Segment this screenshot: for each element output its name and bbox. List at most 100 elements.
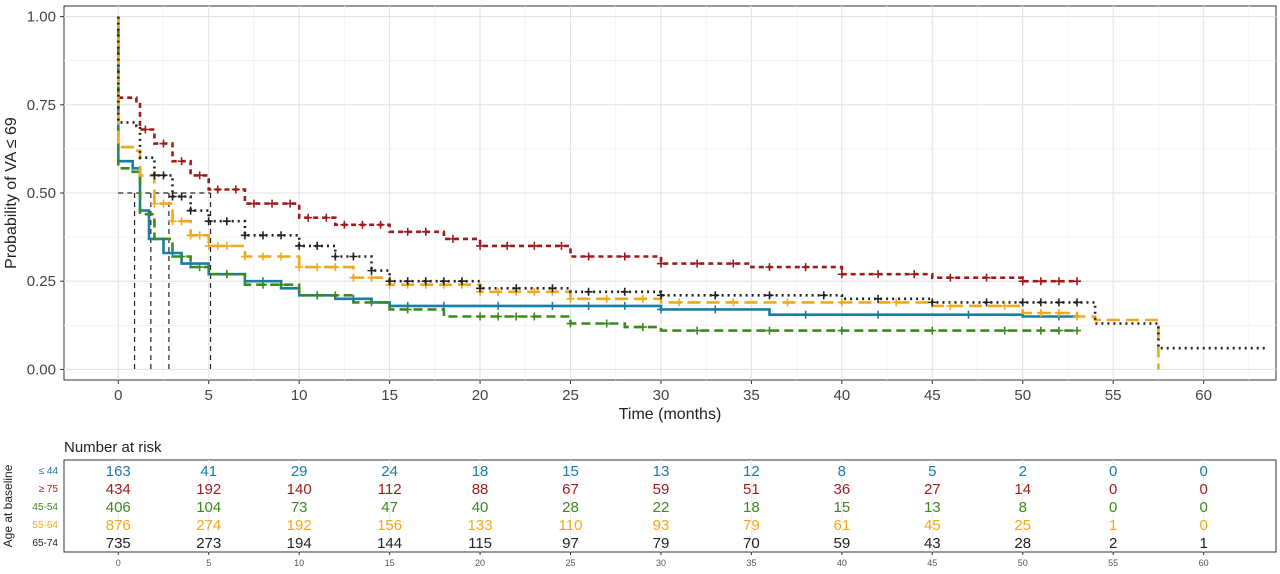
- censor-mark: [385, 277, 394, 286]
- risk-count: 0: [1199, 517, 1207, 534]
- censor-mark: [448, 234, 457, 243]
- censor-mark: [358, 220, 367, 229]
- risk-tick-label: 0: [116, 558, 121, 568]
- censor-mark: [512, 312, 521, 321]
- censor-mark: [277, 231, 286, 240]
- censor-mark: [258, 252, 267, 261]
- censor-mark: [584, 301, 593, 310]
- censor-mark: [349, 252, 358, 261]
- censor-mark: [1054, 308, 1063, 317]
- censor-mark: [946, 301, 955, 310]
- risk-count: 112: [378, 481, 402, 498]
- censor-mark: [656, 291, 665, 300]
- risk-count: 1: [1199, 535, 1207, 552]
- censor-mark: [819, 291, 828, 300]
- risk-tick-label: 45: [927, 558, 937, 568]
- risk-count: 59: [653, 481, 670, 498]
- censor-mark: [403, 227, 412, 236]
- x-tick-label: 10: [291, 387, 308, 404]
- censor-mark: [313, 241, 322, 250]
- y-tick-label: 0.50: [27, 185, 56, 202]
- censor-mark: [620, 301, 629, 310]
- x-tick-label: 55: [1105, 387, 1122, 404]
- risk-count: 5: [928, 463, 936, 480]
- censor-mark: [439, 277, 448, 286]
- risk-grid-lines: [117, 460, 1205, 552]
- censor-mark: [159, 139, 168, 148]
- censor-mark: [240, 231, 249, 240]
- risk-tick-label: 20: [475, 558, 485, 568]
- risk-count: 97: [562, 535, 579, 552]
- risk-group-labels: ≤ 44 ≥ 75 45-54 55-64 65-74: [32, 466, 58, 549]
- censor-mark: [494, 301, 503, 310]
- risk-count: 40: [472, 499, 489, 516]
- x-tick-label: 35: [743, 387, 760, 404]
- censor-mark: [340, 220, 349, 229]
- risk-count: 73: [291, 499, 308, 516]
- censor-mark: [1054, 298, 1063, 307]
- risk-tick-label: 30: [656, 558, 666, 568]
- censor-mark: [765, 291, 774, 300]
- censor-mark: [204, 241, 213, 250]
- censor-mark: [494, 287, 503, 296]
- censor-mark: [512, 284, 521, 293]
- y-tick-label: 1.00: [27, 9, 56, 26]
- censor-mark: [177, 217, 186, 226]
- censor-mark: [421, 277, 430, 286]
- censor-mark: [874, 310, 883, 319]
- censor-mark: [729, 259, 738, 268]
- survival-curve-45-54: [117, 16, 1077, 332]
- risk-group-label: ≥ 75: [39, 484, 59, 495]
- risk-count: 0: [1109, 463, 1117, 480]
- censor-mark: [195, 171, 204, 180]
- risk-count: 192: [196, 481, 221, 498]
- risk-tick-label: 40: [837, 558, 847, 568]
- censor-mark: [910, 270, 919, 279]
- censor-mark: [476, 284, 485, 293]
- risk-count: 0: [1199, 499, 1207, 516]
- risk-count: 41: [200, 463, 217, 480]
- risk-count: 194: [287, 535, 312, 552]
- censor-mark: [258, 280, 267, 289]
- censor-mark: [403, 277, 412, 286]
- risk-tick-label: 5: [206, 558, 211, 568]
- y-axis-title: Probability of VA ≤ 69: [3, 117, 20, 269]
- censor-mark: [693, 326, 702, 335]
- y-axis-ticks: 0.00 0.25 0.50 0.75 1.00: [27, 9, 64, 378]
- risk-axis-title: Age at baseline: [1, 464, 15, 547]
- censor-mark: [620, 287, 629, 296]
- risk-count: 274: [196, 517, 221, 534]
- risk-count: 36: [834, 481, 851, 498]
- censor-mark: [982, 273, 991, 282]
- censor-mark: [222, 217, 231, 226]
- risk-count: 18: [743, 499, 760, 516]
- risk-count: 0: [1199, 481, 1207, 498]
- censor-mark: [982, 298, 991, 307]
- censor-mark: [177, 157, 186, 166]
- censor-mark: [403, 305, 412, 314]
- risk-count: 59: [834, 535, 851, 552]
- censor-mark: [159, 171, 168, 180]
- censor-mark: [693, 259, 702, 268]
- y-tick-label: 0.00: [27, 361, 56, 378]
- censor-mark: [711, 291, 720, 300]
- censor-mark: [313, 263, 322, 272]
- censor-mark: [322, 213, 331, 222]
- risk-count: 93: [653, 517, 670, 534]
- risk-count: 2: [1109, 535, 1117, 552]
- censor-mark: [530, 241, 539, 250]
- risk-count: 163: [106, 463, 131, 480]
- censor-mark: [331, 291, 340, 300]
- censor-mark: [376, 220, 385, 229]
- censor-mark: [367, 273, 376, 282]
- censor-mark: [177, 192, 186, 201]
- censor-mark: [186, 206, 195, 215]
- censor-mark: [1073, 312, 1082, 321]
- censor-mark: [711, 305, 720, 314]
- risk-count: 15: [834, 499, 851, 516]
- censor-mark: [1018, 298, 1027, 307]
- risk-count: 104: [196, 499, 221, 516]
- censor-mark: [168, 248, 177, 257]
- censor-mark: [331, 252, 340, 261]
- censor-mark: [656, 305, 665, 314]
